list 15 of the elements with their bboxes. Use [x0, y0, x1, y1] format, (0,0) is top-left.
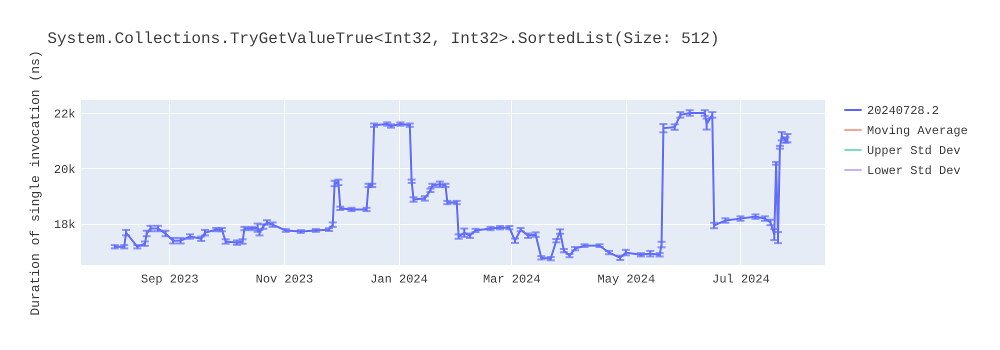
y-tick-label: 18k: [54, 218, 76, 232]
x-tick-label: Jan 2024: [370, 272, 428, 286]
legend-label: Lower Std Dev: [867, 164, 961, 178]
y-axis-title: Duration of single invocation (ns): [28, 50, 43, 316]
x-tick-label: Jul 2024: [712, 272, 770, 286]
legend-label: Moving Average: [867, 124, 968, 138]
chart-title: System.Collections.TryGetValueTrue<Int32, Int32>.SortedList(Size: 512): [47, 30, 720, 48]
y-tick-label: 22k: [54, 107, 76, 122]
y-tick-label: 20k: [54, 162, 76, 177]
x-tick-label: Mar 2024: [482, 272, 541, 286]
legend-label: Upper Std Dev: [867, 144, 961, 158]
legend-label: 20240728.2: [867, 104, 940, 118]
x-tick-label: Nov 2023: [256, 272, 314, 286]
x-tick-label: Sep 2023: [141, 272, 199, 286]
x-tick-label: May 2024: [598, 272, 656, 286]
